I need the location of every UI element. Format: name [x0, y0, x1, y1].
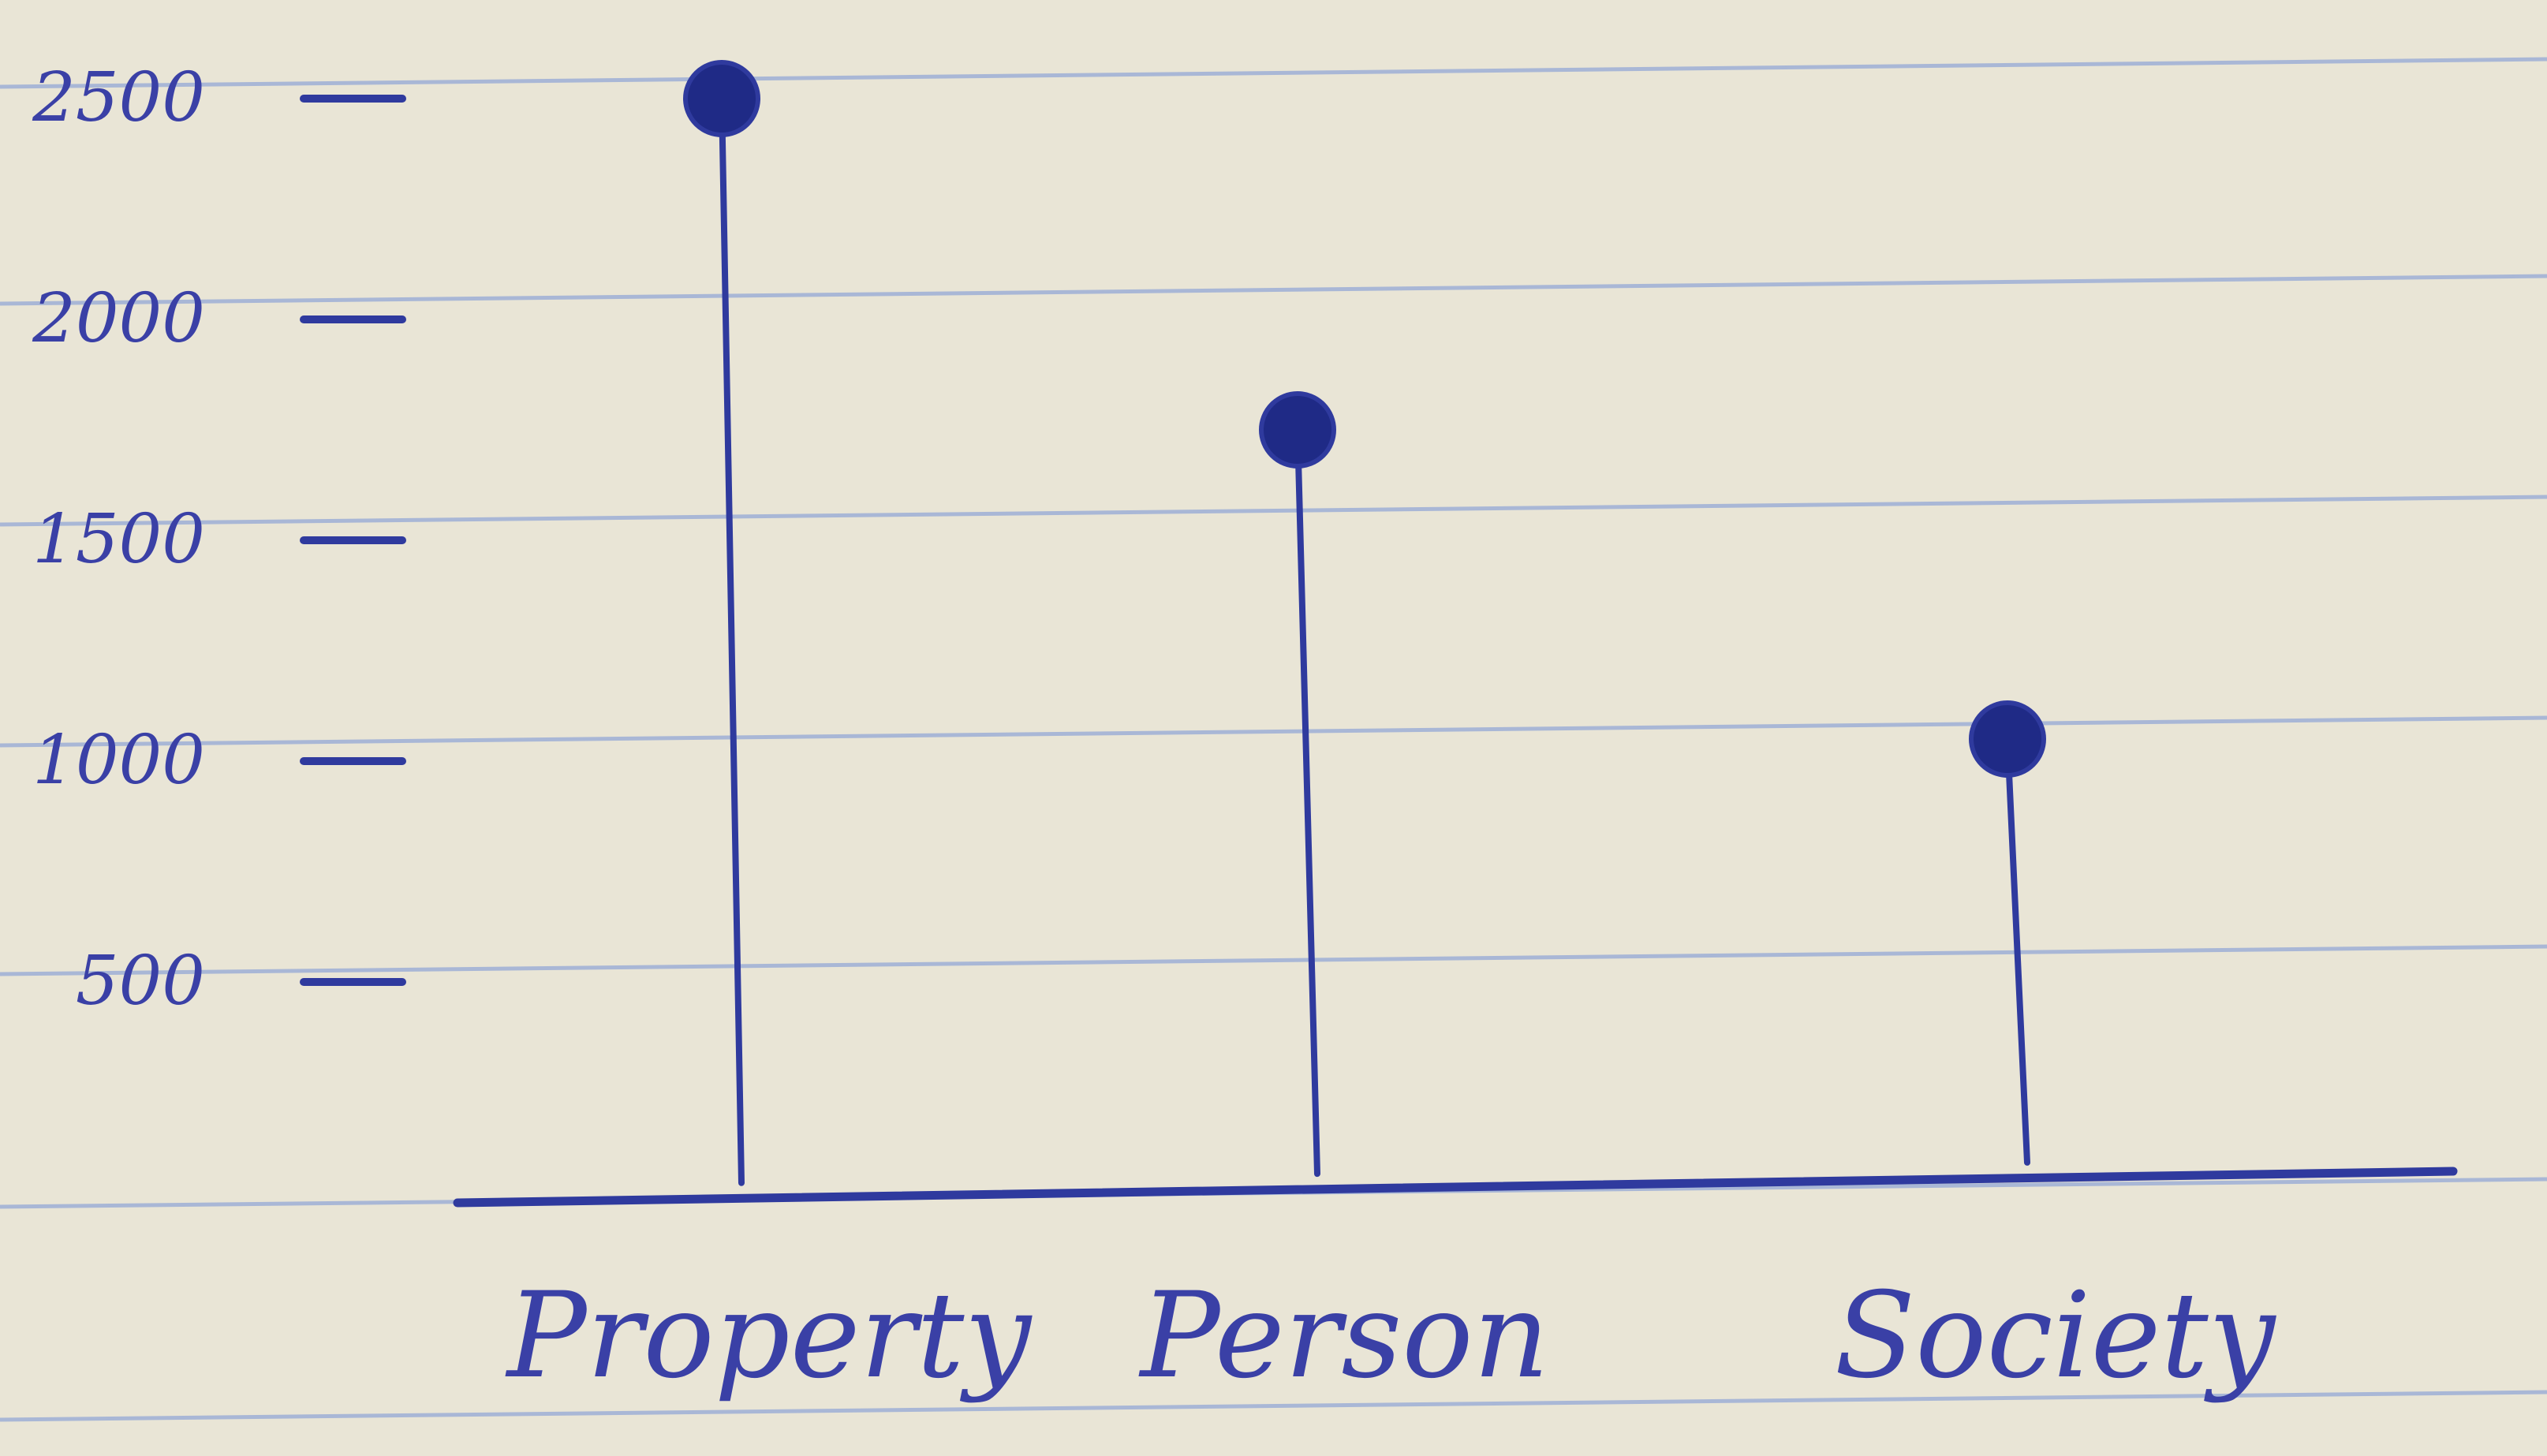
notebook-rule-lines — [0, 57, 2547, 1422]
y-tick-label: 1500 — [32, 500, 205, 579]
lollipop-head — [1259, 391, 1336, 469]
rule-line — [0, 57, 2547, 89]
rule-line — [0, 1390, 2547, 1422]
lollipop-head — [1969, 700, 2046, 778]
category-label: Person — [1138, 1267, 1550, 1405]
lollipop-stems — [719, 95, 2030, 1186]
rule-line — [0, 715, 2547, 748]
rule-line — [0, 944, 2547, 976]
rule-line — [0, 274, 2547, 306]
category-label: Property — [505, 1267, 1033, 1405]
x-axis-category-labels: Property Person Society — [505, 1267, 2277, 1405]
y-tick-label: 2000 — [32, 279, 205, 358]
lollipop-head — [683, 60, 760, 137]
lollipop-stem — [1294, 427, 1320, 1178]
lollipop-stem — [2004, 736, 2030, 1166]
y-axis-ticks: 500 1000 1500 2000 2500 — [32, 58, 406, 1021]
y-tick-label: 500 — [76, 942, 205, 1021]
x-axis-baseline — [453, 1167, 2458, 1208]
lollipop-heads — [683, 60, 2046, 778]
y-tick-label: 2500 — [32, 58, 205, 137]
y-tick-label: 1000 — [32, 721, 205, 800]
category-label: Society — [1835, 1267, 2277, 1405]
rule-line — [0, 495, 2547, 527]
lollipop-stem — [719, 95, 745, 1186]
